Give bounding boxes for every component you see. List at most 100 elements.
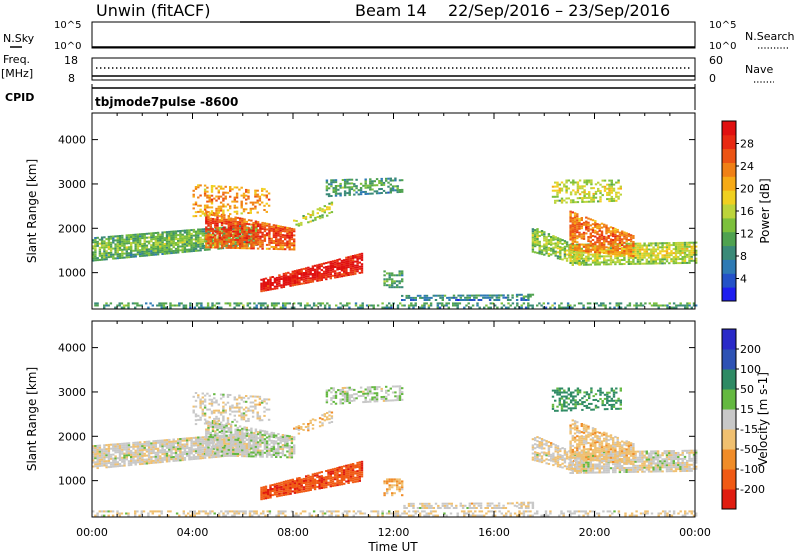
heatmap-cell [192,450,196,453]
heatmap-cell [507,306,510,309]
heatmap-cell [325,181,329,184]
heatmap-cell [136,241,140,244]
heatmap-cell [552,237,555,239]
heatmap-cell [214,424,217,427]
heatmap-cell [94,243,97,246]
cpid-label: CPID [5,91,34,104]
heatmap-cell [576,215,579,218]
heatmap-cell [207,422,210,425]
heatmap-cell [220,240,224,243]
heatmap-cell [252,233,255,236]
heatmap-cell [343,180,347,183]
heatmap-cell [250,439,253,442]
heatmap-cell [232,222,235,225]
heatmap-cell [581,197,584,199]
heatmap-cell [347,256,350,259]
heatmap-cell [229,225,233,228]
heatmap-cell [263,434,267,437]
heatmap-cell [263,204,266,207]
heatmap-cell [243,245,246,248]
heatmap-cell [309,216,312,219]
heatmap-cell [181,445,184,448]
heatmap-cell [627,233,631,236]
heatmap-cell [656,246,660,249]
heatmap-cell [139,249,142,252]
heatmap-cell [219,247,222,250]
heatmap-cell [127,306,130,309]
heatmap-cell [249,207,252,210]
heatmap-cell [259,449,262,452]
heatmap-cell [403,304,406,307]
heatmap-cell [134,245,137,248]
heatmap-cell [290,238,294,241]
heatmap-cell [594,257,597,260]
heatmap-cell [569,262,572,264]
heatmap-cell [107,256,111,259]
heatmap-cell [329,267,332,269]
heatmap-cell [618,255,622,258]
heatmap-cell [398,280,401,283]
heatmap-cell [383,280,386,283]
heatmap-cell [265,224,269,227]
heatmap-cell [147,460,151,463]
heatmap-cell [456,304,459,307]
heatmap-cell [569,251,572,254]
heatmap-cell [625,242,628,245]
heatmap-cell [663,250,666,253]
heatmap-cell [216,422,219,425]
heatmap-cell [556,237,560,240]
heatmap-cell [491,302,495,305]
heatmap-cell [163,449,166,451]
heatmap-cell [205,244,208,247]
heatmap-cell [145,444,149,447]
heatmap-cell [632,235,635,237]
heatmap-cell [627,242,631,245]
heatmap-cell [259,431,262,434]
heatmap-cell [293,234,296,237]
heatmap-cell [107,445,111,448]
heatmap-cell [565,185,568,188]
heatmap-cell [214,434,217,437]
heatmap-cell [116,249,119,252]
heatmap-cell [151,304,154,307]
heatmap-cell [554,185,557,188]
heatmap-cell [284,272,288,275]
heatmap-cell [538,240,541,243]
heatmap-cell [109,302,113,305]
heatmap-cell [121,446,124,449]
heatmap-cell [590,179,593,182]
heatmap-cell [211,436,215,439]
heatmap-cell [272,450,276,452]
heatmap-cell [281,434,285,436]
heatmap-cell [351,257,355,259]
heatmap-cell [288,246,291,249]
heatmap-cell [121,452,124,455]
heatmap-cell [237,304,241,307]
heatmap-cell [684,306,687,309]
heatmap-cell [183,235,187,238]
heatmap-cell [242,196,246,199]
heatmap-cell [263,234,267,237]
heatmap-cell [556,243,560,246]
heatmap-cell [616,235,619,237]
heatmap-cell [425,296,429,299]
heatmap-cell [545,246,548,249]
heatmap-cell [211,220,215,223]
heatmap-cell [186,248,189,251]
heatmap-cell [261,231,264,234]
heatmap-cell [100,448,104,451]
heatmap-cell [203,238,207,241]
heatmap-cell [250,451,253,454]
heatmap-cell [389,179,392,182]
heatmap-cell [103,258,106,261]
heatmap-cell [634,252,637,255]
heatmap-cell [179,459,182,462]
heatmap-cell [567,197,570,200]
heatmap-cell [201,230,204,233]
heatmap-cell [320,269,323,272]
heatmap-cell [263,444,267,446]
heatmap-cell [114,457,117,460]
heatmap-cell [316,212,319,215]
heatmap-cell [218,440,221,443]
heatmap-cell [207,211,210,213]
